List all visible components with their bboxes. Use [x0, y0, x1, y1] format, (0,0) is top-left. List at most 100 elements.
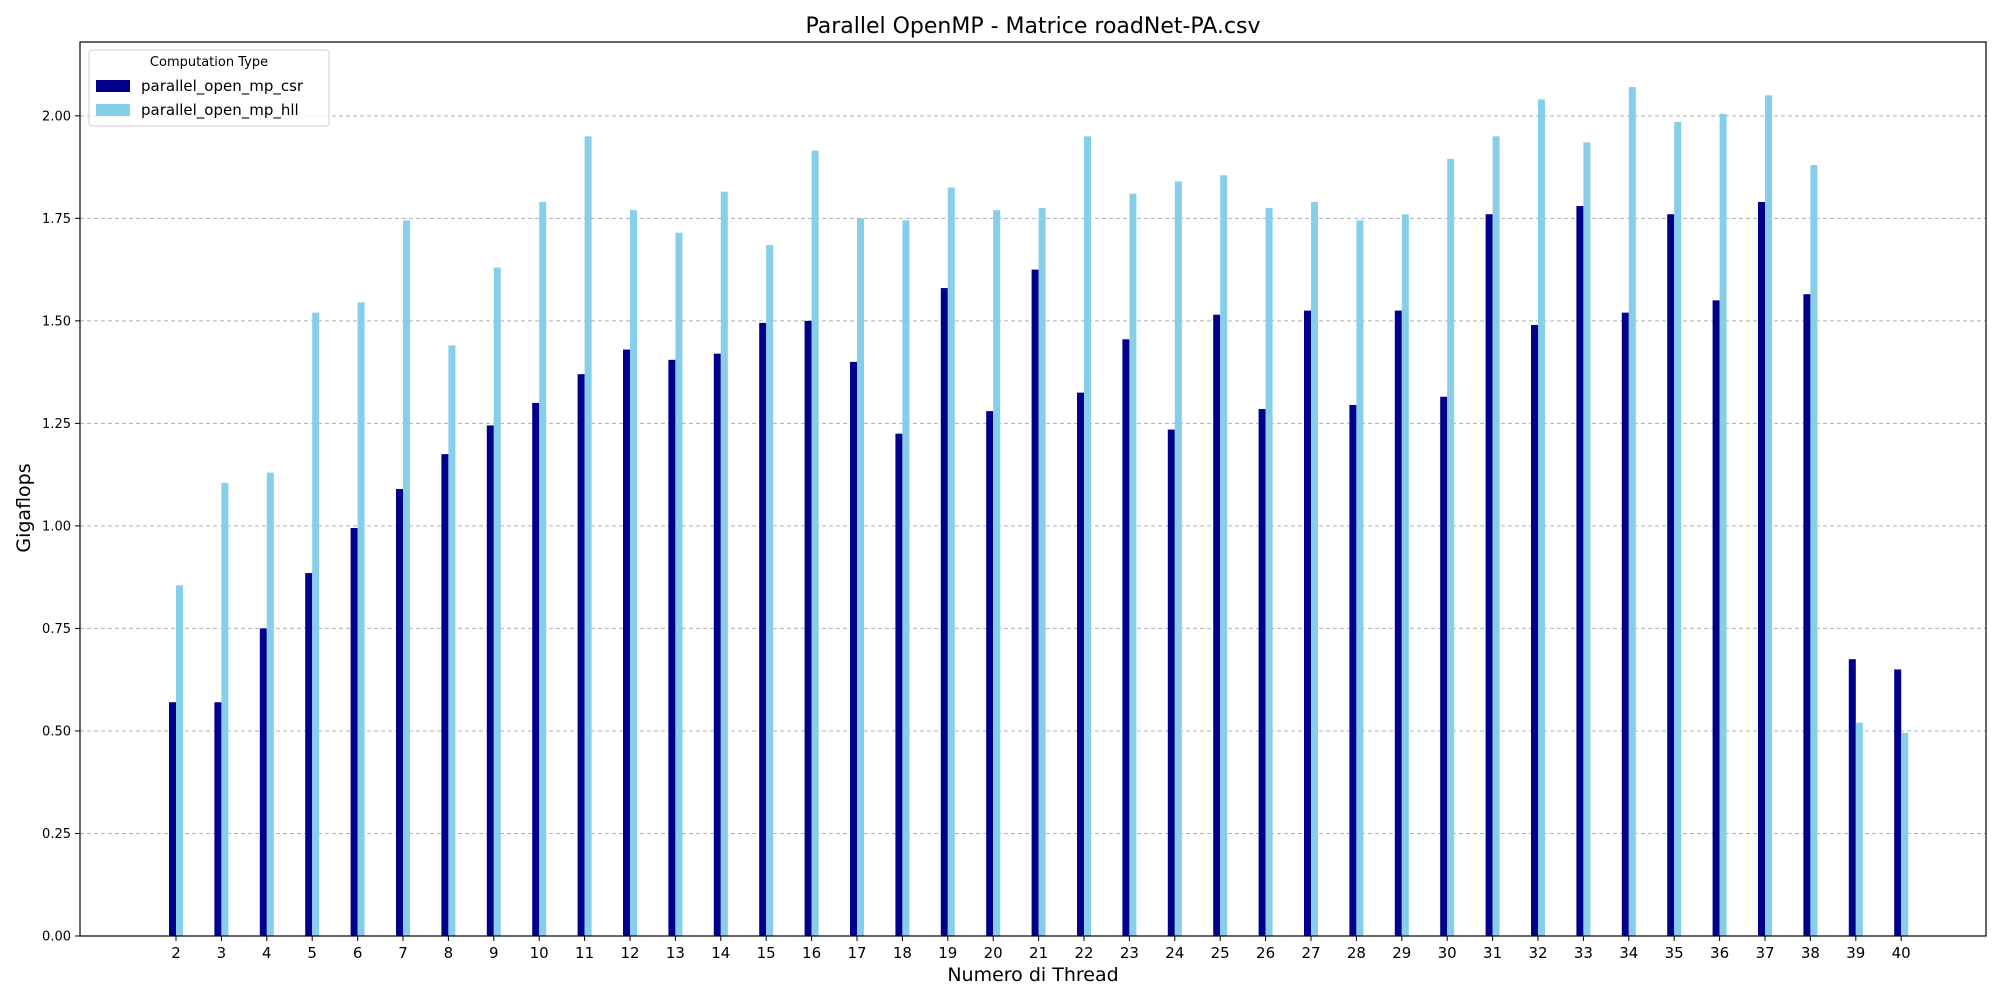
x-tick-label: 18 [893, 944, 912, 962]
x-tick-label: 38 [1801, 944, 1820, 962]
x-tick-label: 23 [1120, 944, 1139, 962]
y-axis-ticks: 0.00 0.25 0.50 0.75 1.00 1.25 1.50 1.75 2.00 [42, 109, 80, 945]
bar-hll [902, 220, 910, 937]
bar-csr [1349, 404, 1357, 937]
bar-csr [759, 322, 767, 936]
bar-csr [1077, 392, 1084, 937]
bar-csr [1304, 310, 1311, 936]
x-tick-label: 20 [984, 944, 1003, 962]
bar-hll [584, 136, 592, 936]
bar-hll [1038, 208, 1046, 936]
bar-csr [1122, 339, 1130, 936]
bar-hll [1628, 87, 1636, 936]
x-tick-label: 35 [1665, 944, 1684, 962]
bar-hll [1220, 175, 1228, 937]
x-axis-ticks: 2 3 4 5 6 7 8 9 10 11 12 13 14 15 16 17 18 19 20 21 22 23 24 25… [171, 936, 1911, 962]
bar-csr [1258, 409, 1266, 936]
bar-hll [857, 218, 864, 936]
x-tick-label: 30 [1438, 944, 1457, 962]
x-tick-label: 22 [1074, 944, 1093, 962]
bar-csr [259, 628, 267, 936]
bar-hll [176, 585, 183, 936]
bar-hll [403, 220, 410, 937]
bar-hll [630, 210, 637, 936]
bar-csr [486, 425, 494, 936]
x-tick-label: 29 [1392, 944, 1411, 962]
chart-title: Parallel OpenMP - Matrice roadNet-PA.csv [805, 14, 1260, 39]
bar-csr [1667, 214, 1675, 936]
y-tick-label: 1.50 [42, 314, 71, 329]
bar-hll [947, 187, 955, 936]
bar-csr [986, 411, 994, 936]
bar-csr [623, 349, 630, 936]
legend-title: Computation Type [150, 55, 268, 70]
bar-csr [804, 320, 812, 936]
bar-hll [1356, 220, 1364, 937]
legend: Computation Type parallel_open_mp_csr pa… [88, 49, 330, 127]
bar-hll [993, 210, 1001, 936]
bar-hll [1810, 165, 1818, 936]
x-tick-label: 39 [1846, 944, 1865, 962]
x-tick-label: 9 [489, 944, 499, 962]
bar-csr [1394, 310, 1402, 936]
bar-csr [1894, 669, 1902, 936]
bar-csr [1576, 206, 1584, 937]
y-tick-label: 0.00 [42, 930, 71, 945]
bar-hll [1492, 136, 1500, 936]
x-tick-label: 19 [938, 944, 957, 962]
y-tick-label: 2.00 [42, 109, 71, 124]
bar-hll [1174, 181, 1182, 936]
x-tick-label: 32 [1528, 944, 1547, 962]
legend-swatch-csr [96, 80, 130, 92]
bar-hll [1901, 733, 1909, 936]
bar-csr [713, 353, 721, 936]
legend-box [88, 49, 330, 127]
x-tick-label: 33 [1574, 944, 1593, 962]
y-tick-label: 0.75 [42, 622, 71, 637]
x-tick-label: 40 [1892, 944, 1911, 962]
bar-csr [350, 527, 358, 936]
y-tick-label: 1.25 [42, 417, 71, 432]
bar-hll [1447, 158, 1455, 936]
x-tick-label: 28 [1347, 944, 1366, 962]
x-tick-label: 14 [711, 944, 730, 962]
x-tick-label: 37 [1755, 944, 1774, 962]
x-tick-label: 4 [262, 944, 272, 962]
bar-csr [1621, 312, 1629, 937]
bar-csr [895, 433, 903, 936]
bar-csr [396, 489, 403, 936]
x-tick-label: 31 [1483, 944, 1502, 962]
bar-csr [668, 359, 676, 936]
x-tick-label: 5 [307, 944, 317, 962]
x-tick-label: 24 [1165, 944, 1184, 962]
bar-hll [1401, 214, 1409, 936]
bar-hll [1129, 193, 1137, 936]
bar-csr [214, 702, 222, 936]
bar-csr [1167, 429, 1175, 936]
bar-csr [1848, 659, 1856, 936]
x-tick-label: 15 [757, 944, 776, 962]
x-tick-label: 26 [1256, 944, 1275, 962]
bar-csr [1712, 300, 1720, 936]
legend-label-csr: parallel_open_mp_csr [141, 77, 304, 96]
bar-csr [1440, 396, 1448, 936]
bar-csr [1485, 214, 1493, 936]
x-tick-label: 2 [171, 944, 181, 962]
bar-csr [305, 573, 313, 936]
x-tick-label: 21 [1029, 944, 1048, 962]
x-tick-label: 34 [1619, 944, 1638, 962]
bar-hll [493, 267, 501, 937]
bar-hll [1311, 201, 1318, 936]
bar-hll [1583, 142, 1591, 936]
bar-hll [1765, 95, 1772, 936]
x-tick-label: 12 [620, 944, 639, 962]
x-tick-label: 8 [444, 944, 454, 962]
bar-hll [266, 472, 274, 936]
bar-hll [1719, 113, 1727, 936]
plot-frame [79, 41, 1987, 937]
y-axis-label: Gigaflops [13, 463, 35, 552]
bar-csr [441, 454, 449, 936]
x-axis-label: Numero di Thread [947, 964, 1118, 986]
bar-csr [850, 361, 857, 936]
